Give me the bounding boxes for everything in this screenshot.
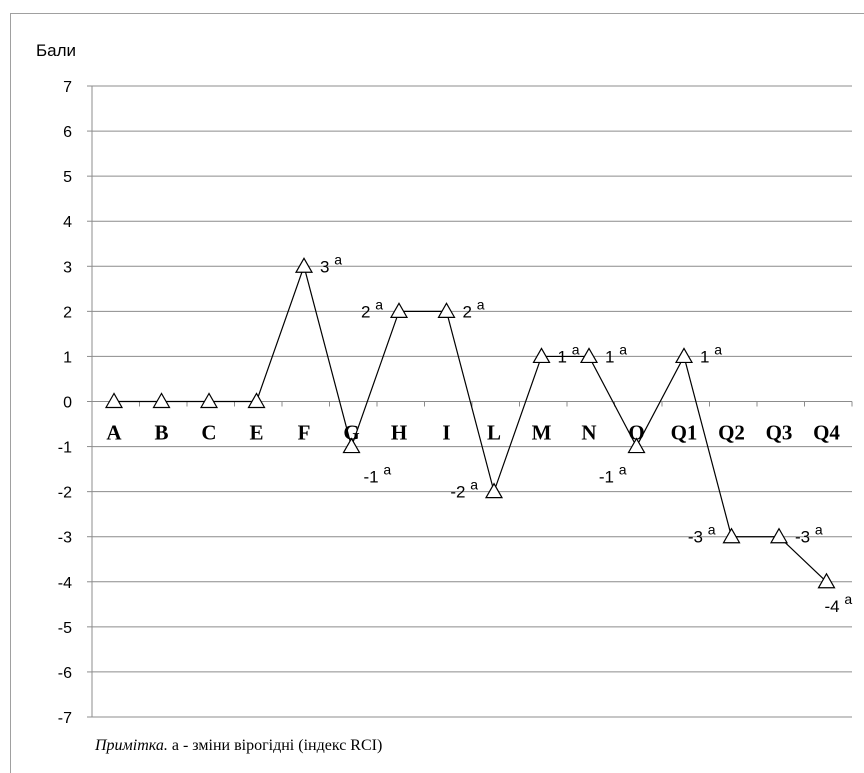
y-tick-label: -2 [58, 485, 72, 502]
data-label-value: 3 [320, 257, 334, 276]
y-tick-label: -1 [58, 440, 72, 457]
data-label: -1 а [364, 462, 392, 487]
y-tick-label: 3 [63, 259, 72, 276]
data-point-marker [389, 302, 409, 318]
y-tick-label: -6 [58, 665, 72, 682]
x-tick-label: E [249, 421, 263, 445]
y-tick-labels: 7 6 5 4 3 2 1 0 -1 -2 -3 -4 -5 -6 -7 [58, 79, 72, 727]
data-label-superscript: а [334, 251, 342, 267]
data-label: -1 а [599, 462, 627, 487]
y-tick-label: 4 [63, 214, 72, 231]
data-label-value: 2 [463, 302, 477, 321]
x-tick-label: C [201, 421, 216, 445]
data-label-superscript: а [619, 341, 627, 357]
data-point-marker [104, 392, 124, 409]
data-label-value: -4 [825, 597, 845, 616]
data-point-marker [627, 437, 646, 454]
data-label: 3 а [320, 251, 342, 276]
x-tick-label: Q1 [671, 421, 698, 445]
data-label: -3 а [688, 522, 716, 547]
data-label-value: -1 [364, 468, 384, 487]
y-tick-label: 5 [63, 169, 72, 186]
data-point-marker [294, 257, 314, 273]
x-tick-label: I [442, 421, 450, 445]
chart-frame [10, 13, 864, 773]
data-point-marker [674, 347, 694, 364]
data-point-marker [152, 392, 171, 409]
data-label-value: 2 [361, 302, 375, 321]
x-tick-label: L [487, 421, 501, 445]
y-tick-label: -7 [58, 710, 72, 727]
data-point-marker [769, 527, 789, 544]
y-tick-label: -3 [58, 530, 72, 547]
data-point-marker [342, 437, 361, 454]
data-point-marker [437, 302, 456, 318]
data-label-superscript: а [477, 296, 485, 312]
data-label-value: 1 [558, 347, 572, 366]
y-tick-label: 6 [63, 124, 72, 141]
data-label: -4 а [825, 591, 853, 616]
data-label: 1 а [605, 341, 627, 366]
x-tick-label: Q3 [766, 421, 793, 445]
data-label-superscript: а [815, 522, 823, 538]
data-point-marker [722, 527, 741, 544]
data-label: -3 а [795, 522, 823, 547]
grid-lines [87, 85, 853, 718]
x-tick-labels: A B C E F G H I L M N O Q1 Q2 Q3 Q4 [106, 421, 840, 445]
data-label-value: -2 [450, 483, 470, 502]
data-point-marker [484, 482, 504, 499]
data-label-superscript: а [619, 462, 627, 478]
note-text: а - зміни вірогідні (індекс RCI) [167, 737, 383, 754]
data-point-marker [199, 392, 219, 409]
chart-note: Примітка. а - зміни вірогідні (індекс RC… [95, 737, 382, 755]
data-label-value: -1 [599, 468, 619, 487]
y-tick-label: 1 [63, 349, 72, 366]
x-tick-label: F [298, 421, 311, 445]
data-label-superscript: а [844, 591, 852, 607]
x-tick-label: Q2 [718, 421, 745, 445]
x-tick-label: N [581, 421, 596, 445]
data-label-superscript: а [470, 477, 478, 493]
y-tick-label: 2 [63, 304, 72, 321]
data-point-marker [817, 572, 836, 589]
data-label-superscript: а [714, 341, 722, 357]
y-tick-label: 7 [63, 79, 72, 96]
y-tick-label: 0 [63, 395, 72, 412]
data-markers [104, 257, 836, 589]
x-tick-label: H [391, 421, 407, 445]
x-tick-label: G [343, 421, 359, 445]
data-label-superscript: а [375, 296, 383, 312]
data-label-value: 1 [605, 347, 619, 366]
data-label-superscript: а [708, 522, 716, 538]
data-label-value: -3 [795, 528, 815, 547]
y-tick-label: -5 [58, 620, 72, 637]
y-axis-label: Бали [36, 41, 76, 60]
data-label-value: -3 [688, 528, 708, 547]
data-label-superscript: а [383, 462, 391, 478]
data-label-value: 1 [700, 347, 714, 366]
x-tick-label: Q4 [813, 421, 840, 445]
x-tick-label: M [532, 421, 552, 445]
note-prefix: Примітка. [95, 737, 168, 754]
y-tick-label: -4 [58, 575, 72, 592]
data-point-marker [532, 347, 551, 364]
data-label: 1 а [700, 341, 722, 366]
data-label: -2 а [450, 477, 478, 502]
data-label: 2 а [463, 296, 485, 321]
data-label-superscript: а [572, 341, 580, 357]
series-line [114, 264, 827, 583]
data-point-marker [579, 347, 599, 364]
data-label: 1 а [558, 341, 580, 366]
x-tick-label: A [106, 421, 122, 445]
data-label: 2 а [361, 296, 383, 321]
data-point-marker [247, 392, 266, 409]
x-tick-label: B [154, 421, 168, 445]
